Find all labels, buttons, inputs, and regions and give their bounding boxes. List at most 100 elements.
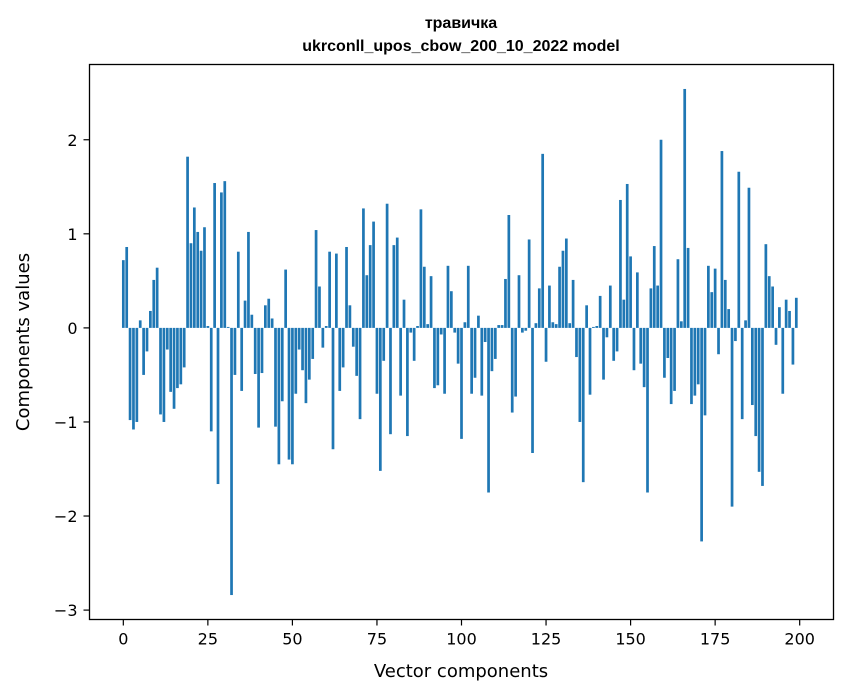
bar <box>456 327 460 364</box>
bar <box>159 327 162 415</box>
bar <box>145 327 149 352</box>
bar <box>250 314 254 328</box>
x-axis-label: Vector components <box>374 661 548 682</box>
chart-subtitle: ukrconll_upos_cbow_200_10_2022 model <box>302 38 619 55</box>
bar <box>375 327 379 394</box>
bar <box>348 305 352 328</box>
bar <box>230 327 233 596</box>
bar <box>226 326 230 328</box>
bar <box>636 272 639 328</box>
bar <box>771 286 774 328</box>
bar <box>345 246 348 328</box>
bar <box>794 297 798 328</box>
bar <box>192 207 196 328</box>
y-tick-label: 1 <box>67 225 77 244</box>
bar <box>277 327 281 465</box>
bar <box>196 231 200 328</box>
bar <box>165 327 169 350</box>
bar <box>287 327 291 460</box>
bar <box>629 256 632 328</box>
bar <box>429 276 433 328</box>
y-axis-label: Components values <box>13 253 34 431</box>
bar <box>236 251 240 328</box>
bar <box>632 327 636 371</box>
x-tick-label: 150 <box>615 630 646 649</box>
bar <box>767 276 771 328</box>
x-tick-label: 175 <box>700 630 731 649</box>
bar <box>497 325 501 328</box>
bar <box>328 251 331 328</box>
bar <box>338 327 342 391</box>
bar <box>216 327 220 485</box>
bar <box>422 266 426 328</box>
bar <box>446 265 450 328</box>
bar <box>690 327 693 405</box>
bar <box>646 327 649 493</box>
bar <box>625 183 629 328</box>
bar <box>602 327 605 380</box>
bar <box>209 327 213 432</box>
bar <box>324 326 328 328</box>
bar <box>717 327 720 355</box>
bar <box>433 327 436 389</box>
bar <box>754 327 758 437</box>
bar <box>500 325 504 328</box>
bar <box>622 299 626 328</box>
bar <box>744 320 747 328</box>
bar <box>135 327 139 422</box>
bar <box>551 322 555 328</box>
bar <box>406 327 409 437</box>
bar <box>598 295 602 328</box>
bar <box>568 323 572 328</box>
bar <box>443 327 446 394</box>
bar <box>534 323 538 328</box>
bar <box>220 192 223 328</box>
bar <box>172 327 176 409</box>
bar <box>757 327 761 472</box>
bar <box>544 327 548 362</box>
chart-title: травичка <box>425 15 497 32</box>
bar <box>240 327 244 391</box>
bar <box>351 327 355 347</box>
bar <box>253 327 257 374</box>
bar <box>585 305 588 328</box>
bar <box>470 327 473 394</box>
bar <box>128 327 132 421</box>
bar <box>541 153 545 328</box>
plot-frame <box>88 63 835 621</box>
bar <box>791 327 795 365</box>
bar <box>781 327 785 394</box>
bar <box>284 269 287 328</box>
bar <box>700 327 703 542</box>
bar <box>571 279 575 328</box>
bar <box>608 285 612 328</box>
bar <box>517 275 521 328</box>
bar <box>426 324 430 328</box>
bar <box>612 327 616 361</box>
bar <box>412 327 416 361</box>
bar <box>720 151 724 328</box>
bar <box>142 327 145 375</box>
bar <box>673 327 676 391</box>
bar <box>149 310 152 328</box>
y-axis-ticks: −3 −2 −1 0 1 2 <box>54 131 90 620</box>
bar <box>280 327 284 402</box>
bar <box>740 327 744 420</box>
bar <box>693 327 697 396</box>
bar <box>311 327 315 359</box>
bar <box>199 250 203 328</box>
bar <box>206 326 210 328</box>
bar <box>659 139 663 328</box>
bar <box>267 298 271 328</box>
bar <box>176 327 179 389</box>
bar <box>372 221 375 328</box>
bar <box>487 327 490 493</box>
bar <box>294 327 298 394</box>
bar <box>121 260 125 328</box>
bar <box>514 327 517 397</box>
x-tick-label: 50 <box>282 630 302 649</box>
bar <box>162 327 166 422</box>
bar <box>436 327 440 386</box>
bar <box>507 215 511 328</box>
bar <box>463 322 467 328</box>
